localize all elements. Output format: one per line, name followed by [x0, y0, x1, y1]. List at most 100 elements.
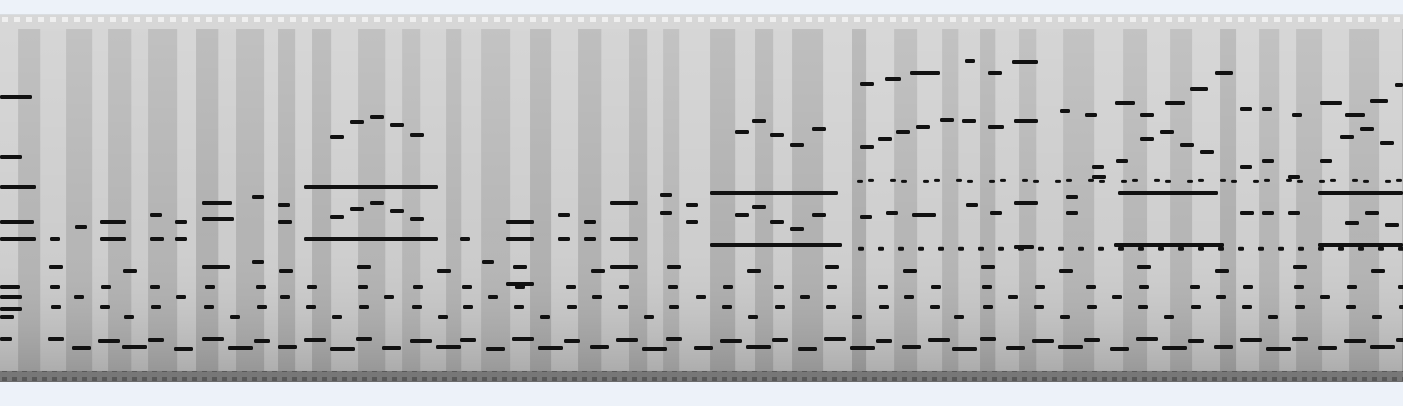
note-hole: [1099, 179, 1105, 183]
note-hole: [506, 282, 534, 286]
note-hole: [1371, 269, 1385, 273]
note-hole: [930, 305, 940, 309]
note-hole: [1006, 346, 1025, 350]
note-hole: [1116, 159, 1128, 163]
note-hole: [790, 227, 804, 231]
note-hole: [1292, 113, 1302, 117]
note-hole: [1187, 179, 1193, 183]
note-hole: [1396, 178, 1402, 182]
note-hole: [878, 246, 884, 251]
note-hole: [1231, 179, 1237, 183]
note-hole: [0, 295, 22, 299]
note-hole: [252, 260, 264, 264]
note-hole: [938, 246, 944, 251]
note-hole: [384, 295, 394, 299]
note-hole: [514, 305, 524, 309]
note-hole: [940, 118, 954, 122]
note-hole: [460, 338, 476, 342]
note-hole: [910, 71, 940, 75]
note-hole: [390, 209, 404, 213]
note-hole: [566, 285, 576, 289]
note-hole: [885, 77, 901, 81]
note-hole: [1164, 315, 1174, 319]
note-hole: [1158, 246, 1164, 251]
note-hole: [890, 178, 896, 182]
note-hole: [1385, 179, 1391, 183]
note-hole: [230, 315, 240, 319]
note-hole: [876, 339, 892, 343]
note-hole: [710, 243, 842, 247]
note-hole: [860, 145, 874, 149]
note-hole: [1178, 246, 1184, 251]
note-hole: [931, 285, 941, 289]
note-hole: [486, 347, 505, 351]
note-hole: [202, 265, 230, 269]
note-hole: [1365, 211, 1379, 215]
note-hole: [150, 213, 162, 217]
note-hole: [307, 285, 317, 289]
note-hole: [410, 133, 424, 137]
note-hole: [410, 339, 432, 343]
note-hole: [330, 347, 355, 351]
note-hole: [1132, 178, 1138, 182]
note-hole: [616, 338, 638, 342]
note-hole: [1058, 345, 1083, 349]
note-hole: [460, 237, 470, 241]
note-hole: [1138, 305, 1148, 309]
note-hole: [770, 220, 784, 224]
note-hole: [1160, 130, 1174, 134]
note-hole: [1266, 347, 1291, 351]
note-hole: [1190, 285, 1200, 289]
piano-roll-drawing: [0, 15, 1403, 381]
note-hole: [1345, 221, 1359, 225]
note-hole: [1294, 285, 1304, 289]
note-hole: [100, 237, 126, 241]
note-hole: [962, 119, 976, 123]
note-hole: [50, 237, 60, 241]
note-hole: [1088, 178, 1094, 182]
note-hole: [610, 201, 638, 205]
note-hole: [879, 305, 889, 309]
note-hole: [175, 220, 187, 224]
note-hole: [357, 265, 371, 269]
note-hole: [123, 269, 137, 273]
note-hole: [710, 191, 838, 195]
note-hole: [1014, 201, 1038, 205]
note-hole: [1370, 99, 1388, 103]
note-hole: [1297, 179, 1303, 183]
note-hole: [1258, 246, 1264, 251]
note-hole: [1262, 107, 1272, 111]
note-hole: [1344, 339, 1366, 343]
note-hole: [1288, 175, 1300, 179]
note-hole: [1033, 179, 1039, 183]
note-hole: [686, 203, 698, 207]
note-hole: [1218, 246, 1224, 251]
note-hole: [72, 346, 91, 350]
note-hole: [584, 237, 596, 241]
note-hole: [954, 315, 964, 319]
note-hole: [1286, 178, 1292, 182]
note-hole: [735, 213, 749, 217]
note-hole: [1398, 246, 1403, 251]
note-hole: [896, 130, 910, 134]
note-hole: [1338, 246, 1344, 251]
bottom-perforation-edge: [0, 371, 1403, 381]
note-hole: [860, 82, 874, 86]
note-hole: [590, 345, 609, 349]
note-hole: [330, 215, 344, 219]
note-hole: [100, 305, 110, 309]
note-hole: [1318, 346, 1337, 350]
note-hole: [488, 295, 498, 299]
note-hole: [1198, 178, 1204, 182]
note-hole: [798, 347, 817, 351]
note-hole: [75, 225, 87, 229]
note-hole: [1092, 165, 1104, 169]
note-hole: [558, 237, 570, 241]
note-hole: [1320, 101, 1342, 105]
note-hole: [860, 215, 872, 219]
note-hole: [901, 179, 907, 183]
note-hole: [98, 339, 120, 343]
piano-roll-image: [0, 14, 1403, 382]
note-hole: [278, 203, 290, 207]
note-hole: [747, 269, 761, 273]
